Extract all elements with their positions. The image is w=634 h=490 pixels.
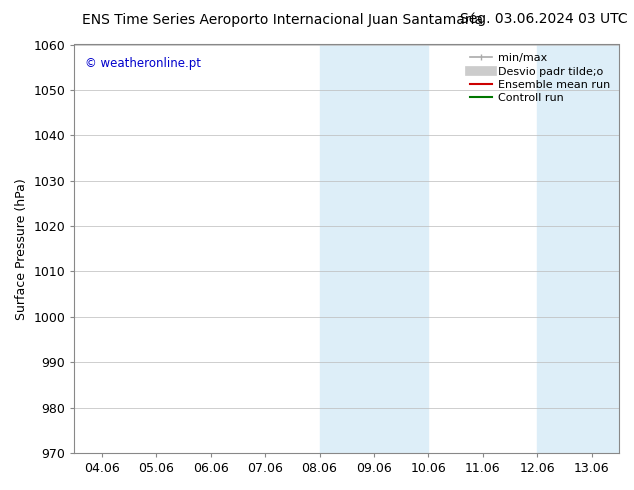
Bar <box>538 45 634 453</box>
Legend: min/max, Desvio padr tilde;o, Ensemble mean run, Controll run: min/max, Desvio padr tilde;o, Ensemble m… <box>467 50 614 107</box>
Bar <box>320 45 429 453</box>
Text: Seg. 03.06.2024 03 UTC: Seg. 03.06.2024 03 UTC <box>460 12 628 26</box>
Text: © weatheronline.pt: © weatheronline.pt <box>86 57 202 70</box>
Text: ENS Time Series Aeroporto Internacional Juan Santamaría: ENS Time Series Aeroporto Internacional … <box>82 12 484 27</box>
Y-axis label: Surface Pressure (hPa): Surface Pressure (hPa) <box>15 178 28 319</box>
